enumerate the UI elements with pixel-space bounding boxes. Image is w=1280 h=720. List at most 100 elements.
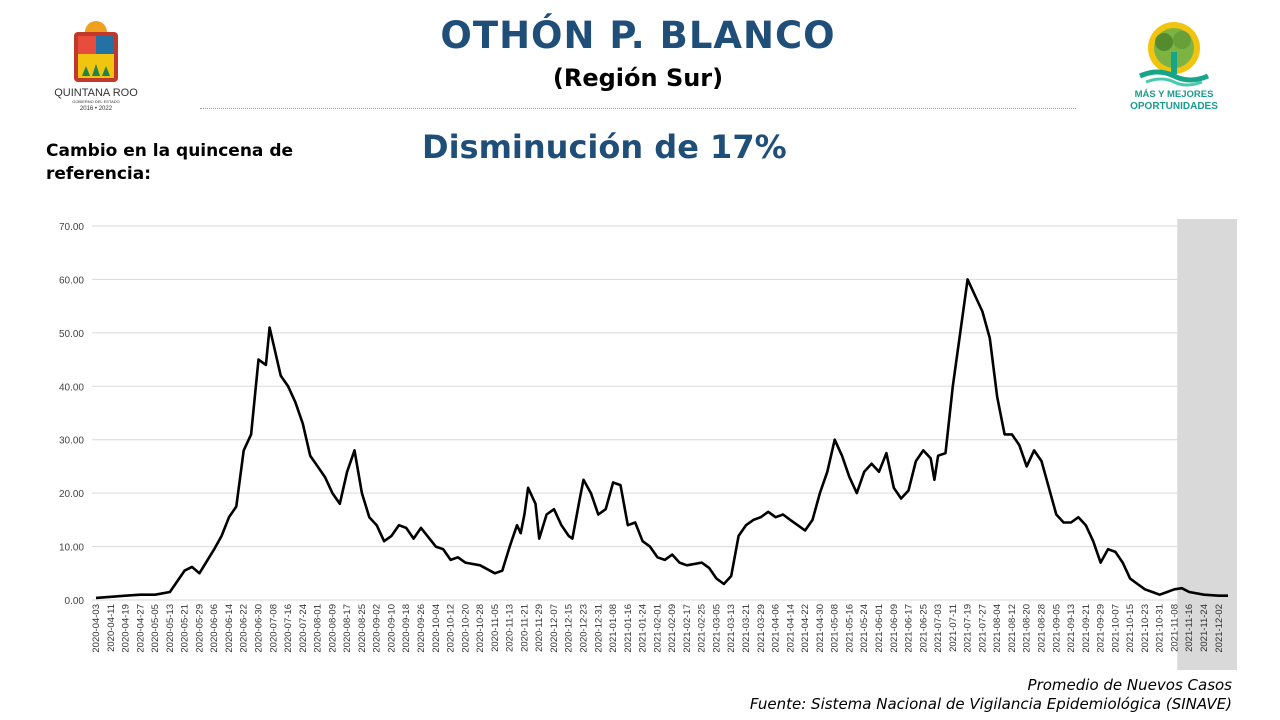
y-tick-label: 40.00 [59,382,84,393]
y-tick-label: 50.00 [59,329,84,340]
logo-right-line1: MÁS Y MEJORES [1135,89,1214,100]
x-tick-label: 2020-10-20 [460,604,471,653]
x-tick-label: 2021-03-05 [711,604,722,653]
page-subtitle: (Región Sur) [552,64,724,92]
x-tick-label: 2020-04-03 [91,604,102,653]
x-tick-label: 2021-10-15 [1125,604,1136,653]
y-tick-label: 70.00 [59,222,84,233]
x-tick-label: 2020-05-13 [165,604,176,653]
x-tick-label: 2020-12-15 [564,604,575,653]
series-line [95,278,1228,600]
x-tick-label: 2021-09-05 [1051,604,1062,653]
footer-series-label: Promedio de Nuevos Casos [1027,676,1232,694]
x-tick-label: 2021-11-24 [1199,604,1210,652]
x-tick-label: 2021-09-29 [1096,604,1107,653]
coat-of-arms-icon [74,21,118,82]
x-tick-label: 2020-05-21 [180,604,191,653]
x-tick-label: 2021-01-16 [623,604,634,653]
x-tick-label: 2021-06-25 [918,604,929,653]
x-tick-label: 2021-05-16 [844,604,855,653]
x-tick-label: 2020-11-21 [519,604,530,652]
cases-line-chart: 0.00 10.00 20.00 30.00 40.00 50.00 60.00 70.00 2… [59,219,1237,670]
x-tick-label: 2021-08-12 [1007,604,1018,653]
x-tick-label: 2020-11-29 [534,604,545,652]
x-tick-label: 2020-09-26 [416,604,427,653]
x-tick-label: 2020-09-10 [386,604,397,653]
x-tick-label: 2021-08-20 [1022,604,1033,653]
x-tick-label: 2021-03-29 [756,604,767,653]
mas-y-mejores-oportunidades-logo: MÁS Y MEJORES OPORTUNIDADES [1130,22,1218,112]
quintana-roo-logo: QUINTANA ROO GOBIERNO DEL ESTADO 2016 • … [54,21,138,112]
x-tick-label: 2020-04-11 [106,604,117,652]
x-tick-label: 2020-08-01 [313,604,324,653]
x-tick-label: 2021-10-07 [1110,604,1121,653]
x-tick-label: 2020-06-06 [209,604,220,653]
x-tick-label: 2020-07-08 [268,604,279,653]
x-tick-label: 2020-11-05 [490,604,501,652]
x-tick-label: 2020-10-28 [475,604,486,653]
x-tick-label: 2021-02-09 [667,604,678,653]
x-tick-label: 2021-07-11 [948,604,959,652]
x-tick-label: 2020-12-31 [593,604,604,653]
footer-source: Fuente: Sistema Nacional de Vigilancia E… [749,695,1232,713]
highlight-band [1177,219,1237,670]
x-tick-label: 2020-09-02 [372,604,383,653]
x-tick-label: 2020-06-22 [239,604,250,653]
x-tick-label: 2021-10-31 [1155,604,1166,653]
x-tick-label: 2021-10-23 [1140,604,1151,653]
x-tick-label: 2021-06-09 [889,604,900,653]
x-tick-label: 2021-07-19 [963,604,974,653]
tree-icon [1138,22,1210,87]
x-tick-label: 2020-04-19 [121,604,132,653]
x-tick-label: 2020-05-29 [194,604,205,653]
x-tick-label: 2021-03-13 [726,604,737,653]
x-tick-label: 2020-06-30 [254,604,265,653]
x-tick-label: 2020-06-14 [224,604,235,653]
y-tick-label: 10.00 [59,543,84,554]
logo-left-text: QUINTANA ROO [54,87,138,99]
x-tick-label: 2021-05-08 [830,604,841,653]
change-label: Cambio en la quincena de referencia: [46,141,294,184]
x-tick-label: 2020-11-13 [505,604,516,652]
x-tick-label: 2021-09-21 [1081,604,1092,653]
x-tick-label: 2020-10-04 [431,604,442,653]
x-tick-label: 2021-09-13 [1066,604,1077,653]
x-tick-label: 2021-05-24 [859,604,870,653]
x-tick-label: 2021-11-08 [1169,604,1180,652]
x-tick-label: 2020-08-09 [327,604,338,653]
y-tick-label: 0.00 [65,596,85,607]
x-tick-label: 2020-04-27 [135,604,146,653]
x-tick-label: 2020-10-12 [446,604,457,653]
x-tick-label: 2021-04-14 [785,604,796,653]
y-tick-label: 60.00 [59,275,84,286]
x-tick-label: 2020-08-17 [342,604,353,653]
x-tick-label: 2020-12-23 [579,604,590,653]
x-tick-label: 2021-02-25 [697,604,708,653]
x-tick-label: 2021-12-02 [1214,604,1225,653]
x-tick-label: 2020-08-25 [357,604,368,653]
header-divider [200,108,1076,109]
logo-left-years: 2016 • 2022 [80,106,113,112]
x-tick-label: 2021-06-17 [904,604,915,653]
x-tick-label: 2021-02-01 [652,604,663,653]
x-tick-label: 2021-11-16 [1184,604,1195,652]
x-tick-label: 2021-01-08 [608,604,619,653]
logo-left-subtext: GOBIERNO DEL ESTADO [72,99,120,104]
y-tick-label: 30.00 [59,436,84,447]
x-tick-label: 2020-07-24 [298,604,309,653]
x-tick-label: 2021-04-30 [815,604,826,653]
x-tick-label: 2020-12-07 [549,604,560,653]
x-tick-label: 2021-04-06 [771,604,782,653]
x-tick-label: 2021-07-03 [933,604,944,653]
headline-change: Disminución de 17% [422,128,787,166]
logo-right-line2: OPORTUNIDADES [1130,101,1218,112]
x-tick-label: 2021-02-17 [682,604,693,653]
y-tick-label: 20.00 [59,489,84,500]
x-tick-label: 2020-05-05 [150,604,161,653]
x-tick-label: 2021-01-24 [638,604,649,653]
x-tick-label: 2021-08-04 [992,604,1003,653]
x-tick-label: 2021-04-22 [800,604,811,653]
x-tick-label: 2020-07-16 [283,604,294,653]
x-tick-label: 2021-06-01 [874,604,885,653]
page-title: OTHÓN P. BLANCO [440,14,836,57]
